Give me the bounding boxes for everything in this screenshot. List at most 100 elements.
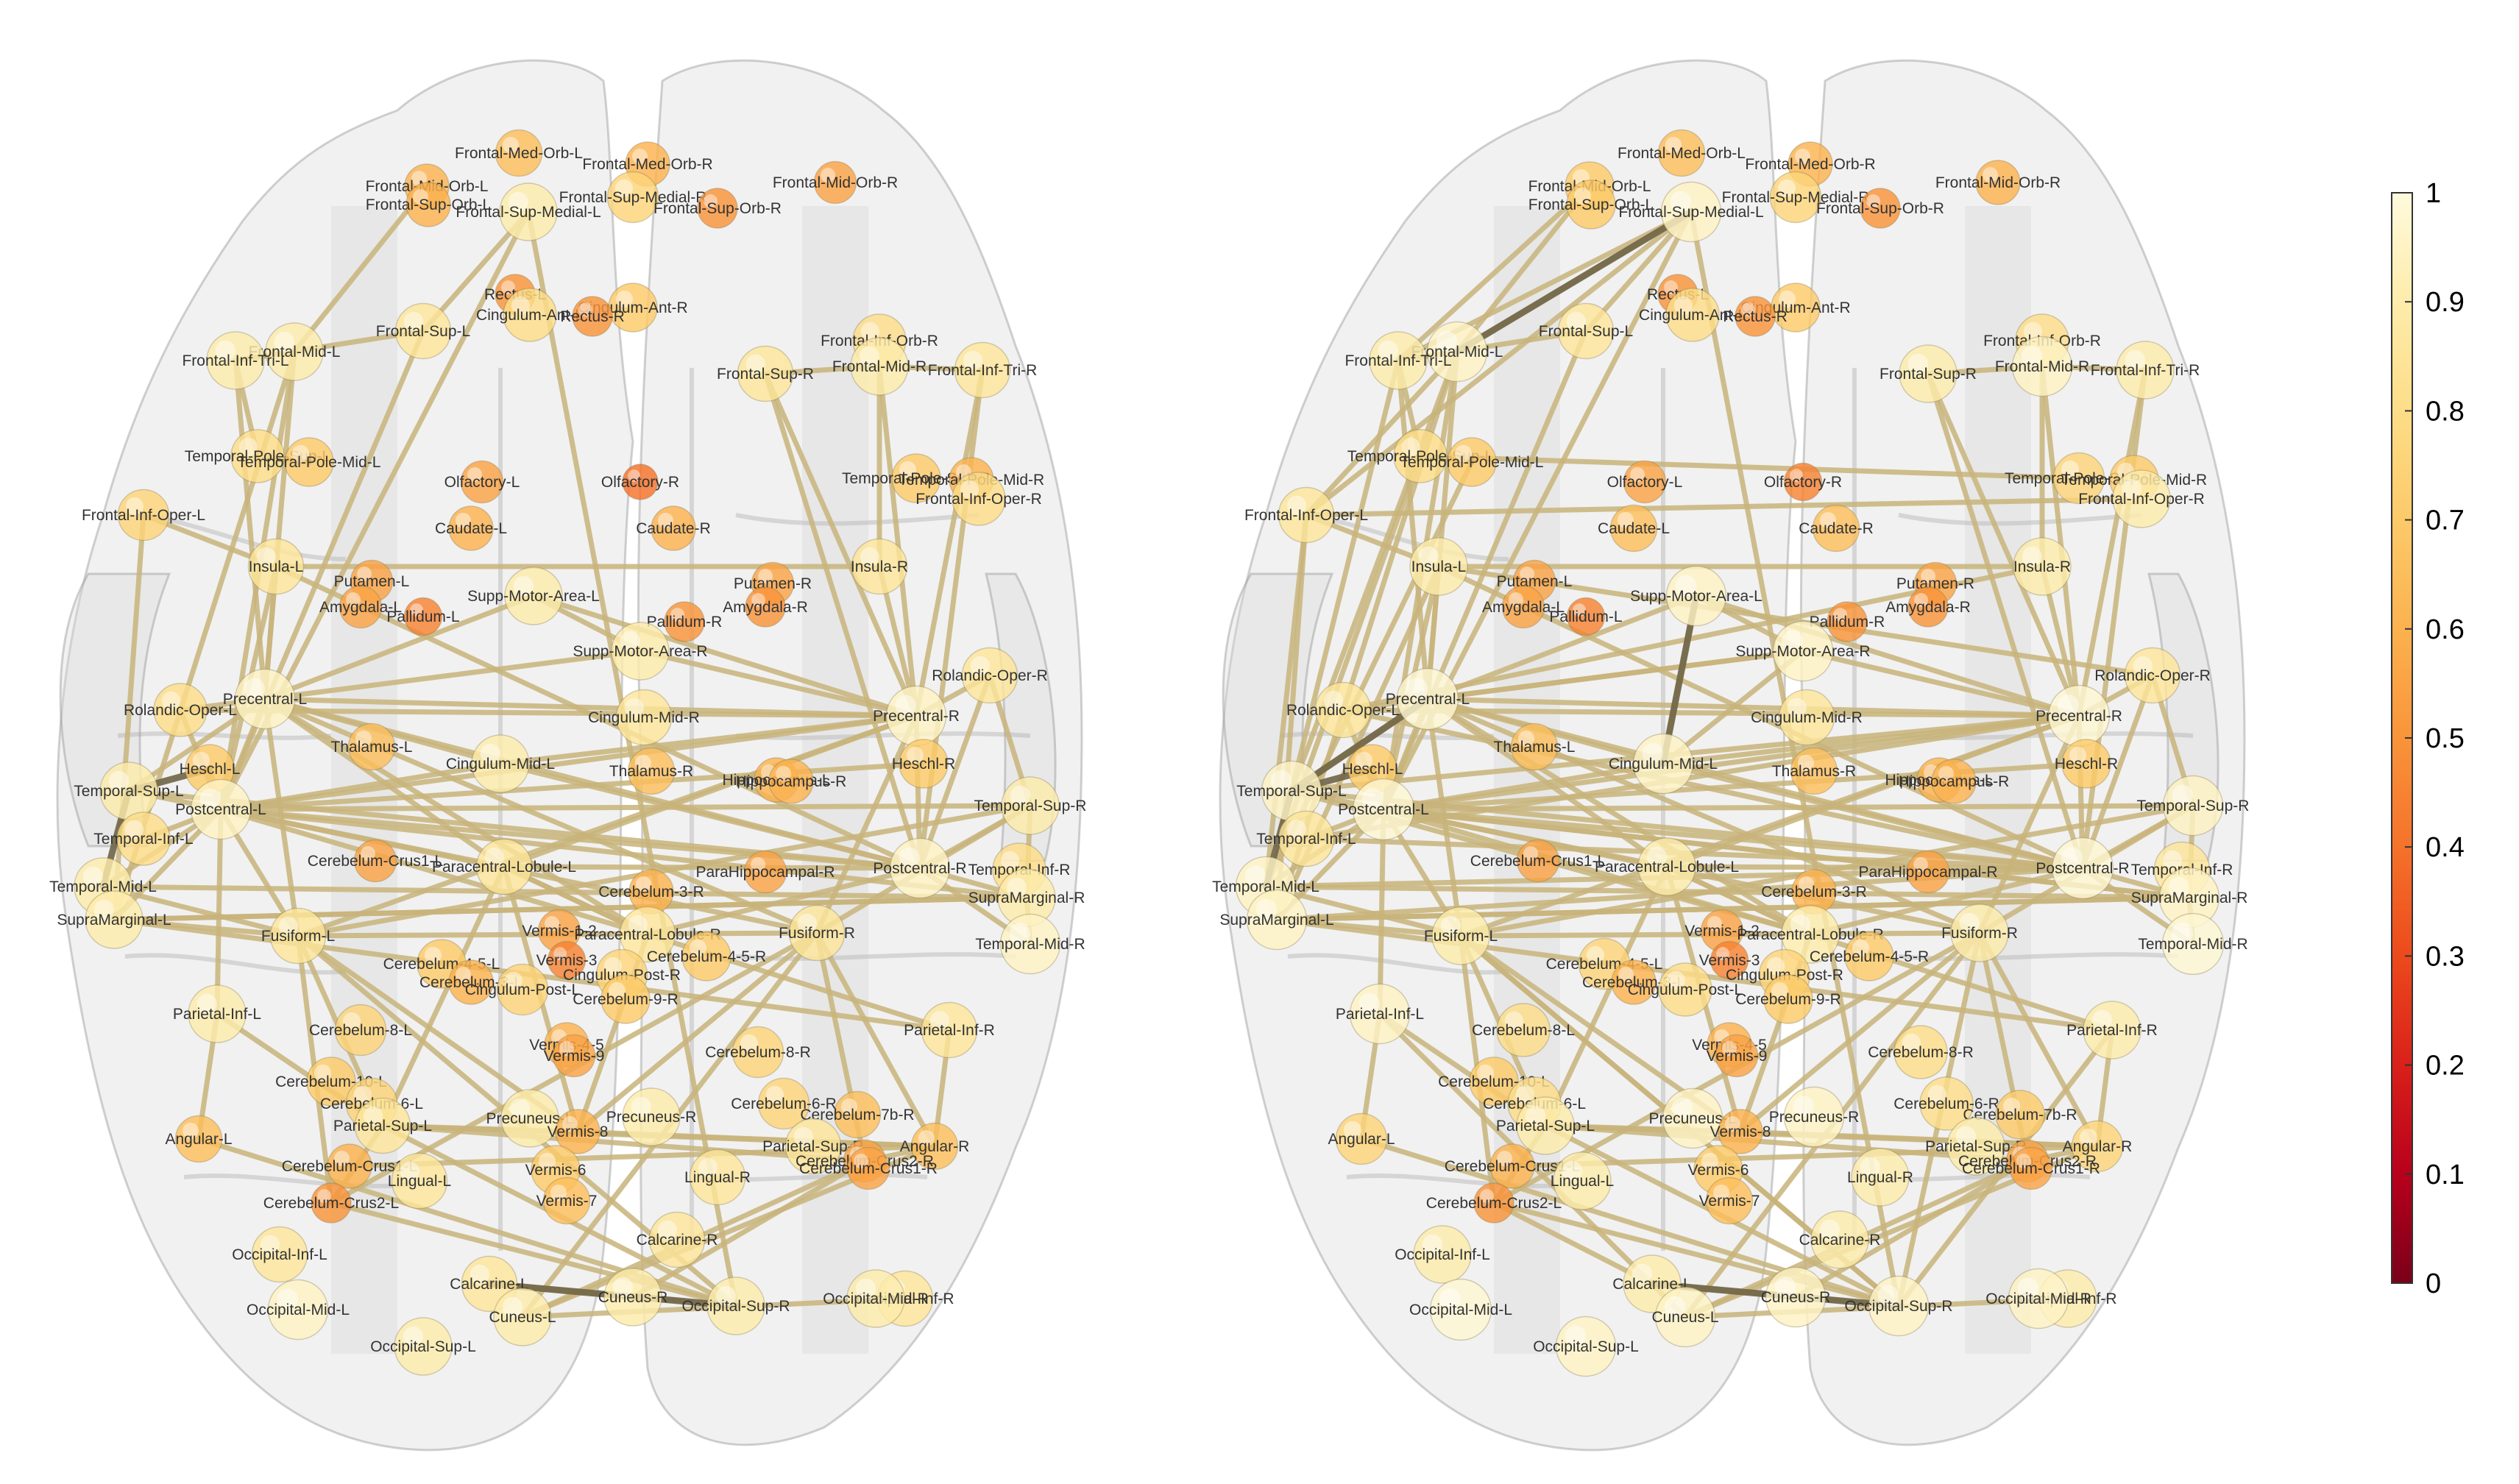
brain-node: Cerebelum-9-R [1735, 974, 1841, 1024]
node-label: Cerebelum-4-5-R [1810, 948, 1929, 965]
brain-node: Occipital-Sup-L [1533, 1316, 1639, 1377]
node-highlight [1523, 846, 1538, 861]
node-label: Caudate-L [435, 520, 507, 537]
node-highlight [634, 754, 651, 771]
node-highlight [620, 631, 640, 651]
node-highlight [1673, 296, 1693, 315]
node-sphere [117, 489, 170, 542]
node-highlight [1270, 770, 1292, 791]
brain-node: Cerebelum-4-5-R [1810, 931, 1929, 981]
node-highlight [313, 1064, 332, 1082]
node-highlight [1664, 1296, 1685, 1317]
node-highlight [538, 1152, 556, 1170]
node-highlight [608, 981, 626, 999]
node-highlight [615, 290, 633, 308]
brain-node: Cerebelum-Crus1-L [282, 1143, 417, 1189]
node-sphere [1735, 296, 1776, 337]
connection-edge [2039, 363, 2082, 719]
node-sphere [910, 1122, 959, 1171]
node-highlight [1959, 912, 1980, 933]
node-highlight [1009, 923, 1030, 944]
node-highlight [1422, 1234, 1442, 1254]
connection-edge [328, 1200, 739, 1309]
node-sphere [606, 171, 659, 224]
node-sphere [999, 913, 1061, 975]
node-label: Postcentral-L [175, 801, 266, 818]
node-highlight [1852, 939, 1869, 956]
brain-node: Frontal-Sup-Medial-R [559, 171, 706, 224]
node-sphere [2009, 1146, 2053, 1190]
node-sphere [1662, 1087, 1723, 1149]
node-highlight [1722, 1041, 1737, 1056]
node-label: Cerebelum-6-R [731, 1096, 837, 1112]
node-label: Amygdala-L [1482, 599, 1565, 616]
brain-node: Putamen-R [734, 561, 812, 606]
node-label: Cuneus-L [489, 1309, 556, 1326]
brain-node: Cerebelum-7b-R [800, 1090, 915, 1139]
node-highlight [1782, 630, 1803, 651]
node-sphere [230, 429, 285, 483]
brain-node: Precuneus-R [606, 1087, 696, 1146]
node-label: Frontal-Sup-Orb-L [366, 196, 491, 213]
connection-edge [1289, 358, 1401, 794]
node-highlight [562, 1116, 578, 1132]
node-highlight [1362, 788, 1383, 809]
brain-node: Lingual-L [1551, 1151, 1614, 1210]
node-sphere [1772, 620, 1834, 682]
node-label: Precuneus-L [486, 1110, 573, 1127]
brain-node: Occipital-Mid-R [823, 1269, 929, 1328]
node-highlight [545, 916, 560, 931]
brain-node: Postcentral-R [2036, 837, 2130, 900]
node-label: Angular-R [900, 1138, 970, 1155]
node-label: Fusiform-L [261, 928, 335, 945]
node-label: Cerebelum-Crus2-L [263, 1195, 399, 1212]
brain-node: Precuneus-R [1769, 1086, 1859, 1148]
node-highlight [215, 340, 235, 361]
node-sphere [2051, 837, 2114, 900]
node-highlight [821, 168, 835, 182]
brain-node: Temporal-Sup-R [974, 776, 1086, 835]
brain-node: Cingulum-Ant-L [476, 288, 584, 342]
brain-node: Occipital-Inf-L [232, 1226, 327, 1283]
node-label: Occipital-Inf-L [232, 1246, 327, 1263]
node-sphere [833, 1090, 882, 1139]
brain-node: Precentral-L [223, 668, 307, 730]
brain-node: Frontal-Sup-R [1879, 344, 1977, 403]
brain-node: Cerebelum-Crus1-L [1445, 1143, 1580, 1189]
node-label: Vermis-8 [1710, 1123, 1771, 1140]
brain-node: Caudate-L [435, 505, 507, 551]
node-label: Angular-L [165, 1131, 232, 1148]
brain-node: Cerebelum-Crus1-L [1470, 839, 1606, 883]
brain-node: Amygdala-L [319, 585, 402, 629]
node-sphere [1844, 931, 1894, 981]
connection-edge [1542, 1123, 2030, 1164]
node-label: Heschl-L [1342, 761, 1403, 778]
brain-node: ParaHippocampal-R [695, 850, 835, 894]
node-sphere [1765, 1266, 1827, 1328]
node-sphere [448, 505, 494, 551]
node-highlight [82, 866, 103, 887]
node-label: Cerebelum-Crus1-L [282, 1158, 417, 1175]
node-sphere [784, 1118, 842, 1175]
brain-node: Cingulum-Mid-R [588, 689, 700, 746]
brain-node: Angular-R [2063, 1120, 2132, 1173]
node-highlight [1286, 495, 1306, 515]
node-label: Olfactory-L [444, 474, 520, 491]
node-highlight [1866, 194, 1880, 208]
brain-node: Temporal-Pole-Mid-L [238, 437, 380, 487]
node-highlight [502, 136, 519, 154]
node-highlight [603, 956, 622, 976]
brain-node: Frontal-Inf-Oper-L [1244, 486, 1368, 544]
brain-fold [183, 1173, 413, 1189]
node-sphere [394, 302, 452, 360]
node-label: Vermis-9 [1707, 1048, 1768, 1065]
node-highlight [504, 971, 522, 990]
connection-edge [1491, 1200, 1902, 1309]
brain-node: Vermis-3 [536, 940, 597, 980]
node-label: Frontal-Med-Orb-L [455, 145, 583, 162]
brain-node: Cerebelum-8-L [1472, 1003, 1575, 1057]
node-label: Occipital-Mid-L [1409, 1302, 1512, 1318]
node-highlight [1793, 1096, 1814, 1117]
brain-node: Rolandic-Oper-R [932, 647, 1048, 704]
